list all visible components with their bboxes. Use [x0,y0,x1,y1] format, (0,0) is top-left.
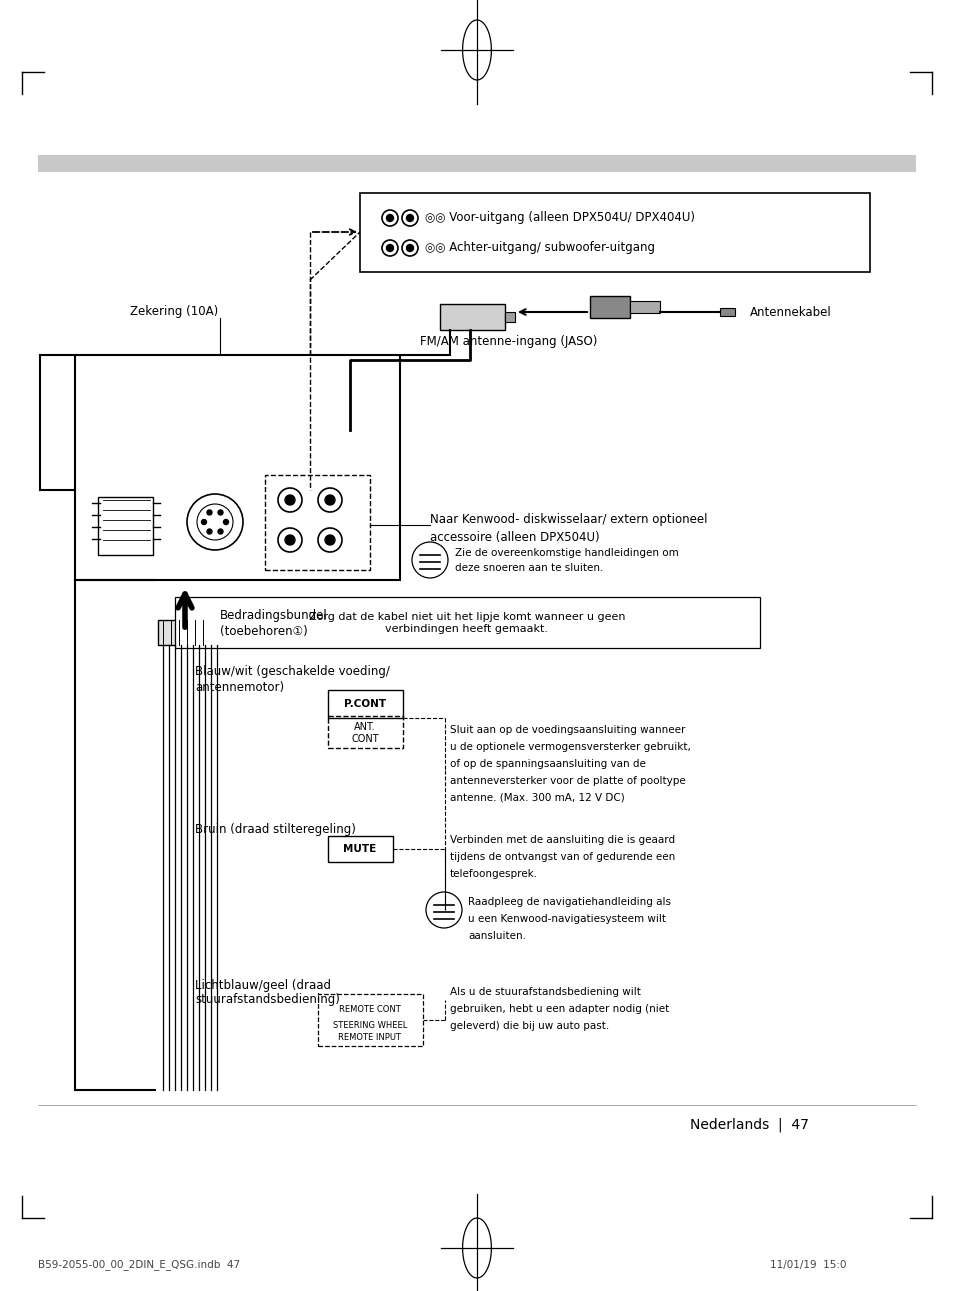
Text: Als u de stuurafstandsbediening wilt: Als u de stuurafstandsbediening wilt [450,988,640,997]
Text: Bedradingsbundel: Bedradingsbundel [220,608,328,621]
Text: REMOTE CONT: REMOTE CONT [338,1006,400,1015]
Bar [589,296,629,318]
Circle shape [325,534,335,545]
Text: Sluit aan op de voedingsaansluiting wanneer: Sluit aan op de voedingsaansluiting wann… [450,726,684,735]
Text: Zorg dat de kabel niet uit het lipje komt wanneer u geen
verbindingen heeft gema: Zorg dat de kabel niet uit het lipje kom… [309,612,624,634]
Text: STEERING WHEEL: STEERING WHEEL [333,1020,407,1029]
Text: telefoongesprek.: telefoongesprek. [450,869,537,879]
Bar [328,717,402,747]
Text: ANT.
CONT: ANT. CONT [351,722,378,744]
Circle shape [386,214,393,222]
Bar [317,994,422,1046]
Text: Zie de overeenkomstige handleidingen om: Zie de overeenkomstige handleidingen om [455,547,678,558]
Text: Naar Kenwood- diskwisselaar/ extern optioneel: Naar Kenwood- diskwisselaar/ extern opti… [430,514,707,527]
Bar [98,497,152,555]
Bar [439,303,504,330]
Text: accessoire (alleen DPX504U): accessoire (alleen DPX504U) [430,531,599,544]
Circle shape [218,510,223,515]
Text: antenne. (Max. 300 mA, 12 V DC): antenne. (Max. 300 mA, 12 V DC) [450,793,624,803]
Circle shape [207,510,212,515]
Text: antenneversterker voor de platte of pooltype: antenneversterker voor de platte of pool… [450,776,685,786]
Circle shape [218,529,223,534]
Text: Verbinden met de aansluiting die is geaard: Verbinden met de aansluiting die is geaa… [450,835,675,846]
Bar [265,475,370,571]
Text: Lichtblauw/geel (draad: Lichtblauw/geel (draad [194,979,331,991]
Bar [328,689,402,718]
Text: geleverd) die bij uw auto past.: geleverd) die bij uw auto past. [450,1021,609,1032]
Text: Antennekabel: Antennekabel [749,306,831,319]
Text: gebruiken, hebt u een adapter nodig (niet: gebruiken, hebt u een adapter nodig (nie… [450,1004,669,1013]
Text: antennemotor): antennemotor) [194,680,284,693]
Text: ◎◎ Achter-uitgang/ subwoofer-uitgang: ◎◎ Achter-uitgang/ subwoofer-uitgang [424,241,655,254]
Circle shape [201,519,206,524]
Circle shape [285,494,294,505]
Circle shape [406,214,413,222]
Bar [504,312,515,321]
Text: Bruin (draad stilteregeling): Bruin (draad stilteregeling) [194,824,355,837]
Text: ◎◎ Voor-uitgang (alleen DPX504U/ DPX404U): ◎◎ Voor-uitgang (alleen DPX504U/ DPX404U… [424,212,695,225]
Bar [328,837,393,862]
Text: Zekering (10A): Zekering (10A) [130,306,218,319]
Text: FM/AM antenne-ingang (JASO): FM/AM antenne-ingang (JASO) [419,336,597,349]
Circle shape [406,244,413,252]
Bar [359,192,869,272]
Text: REMOTE INPUT: REMOTE INPUT [338,1034,401,1043]
Text: B59-2055-00_00_2DIN_E_QSG.indb  47: B59-2055-00_00_2DIN_E_QSG.indb 47 [38,1260,240,1270]
Bar [38,155,915,172]
Text: MUTE: MUTE [343,844,376,855]
Text: u de optionele vermogensversterker gebruikt,: u de optionele vermogensversterker gebru… [450,742,690,751]
Text: Raadpleeg de navigatiehandleiding als: Raadpleeg de navigatiehandleiding als [468,897,670,908]
Circle shape [285,534,294,545]
Text: Nederlands  |  47: Nederlands | 47 [689,1118,808,1132]
Bar [174,596,760,648]
Bar [629,301,659,312]
Text: tijdens de ontvangst van of gedurende een: tijdens de ontvangst van of gedurende ee… [450,852,675,862]
Circle shape [386,244,393,252]
Text: 11/01/19  15:0: 11/01/19 15:0 [769,1260,845,1270]
Bar [158,620,213,646]
Text: deze snoeren aan te sluiten.: deze snoeren aan te sluiten. [455,563,602,573]
Text: u een Kenwood-navigatiesysteem wilt: u een Kenwood-navigatiesysteem wilt [468,914,665,924]
Text: (toebehoren①): (toebehoren①) [220,626,308,639]
Circle shape [223,519,229,524]
Text: stuurafstandsbediening): stuurafstandsbediening) [194,994,339,1007]
Circle shape [325,494,335,505]
Text: aansluiten.: aansluiten. [468,931,525,941]
Bar [720,309,734,316]
Text: Blauw/wit (geschakelde voeding/: Blauw/wit (geschakelde voeding/ [194,665,390,679]
Bar [75,355,399,580]
Text: of op de spanningsaansluiting van de: of op de spanningsaansluiting van de [450,759,645,769]
Text: P.CONT: P.CONT [344,698,386,709]
Circle shape [207,529,212,534]
